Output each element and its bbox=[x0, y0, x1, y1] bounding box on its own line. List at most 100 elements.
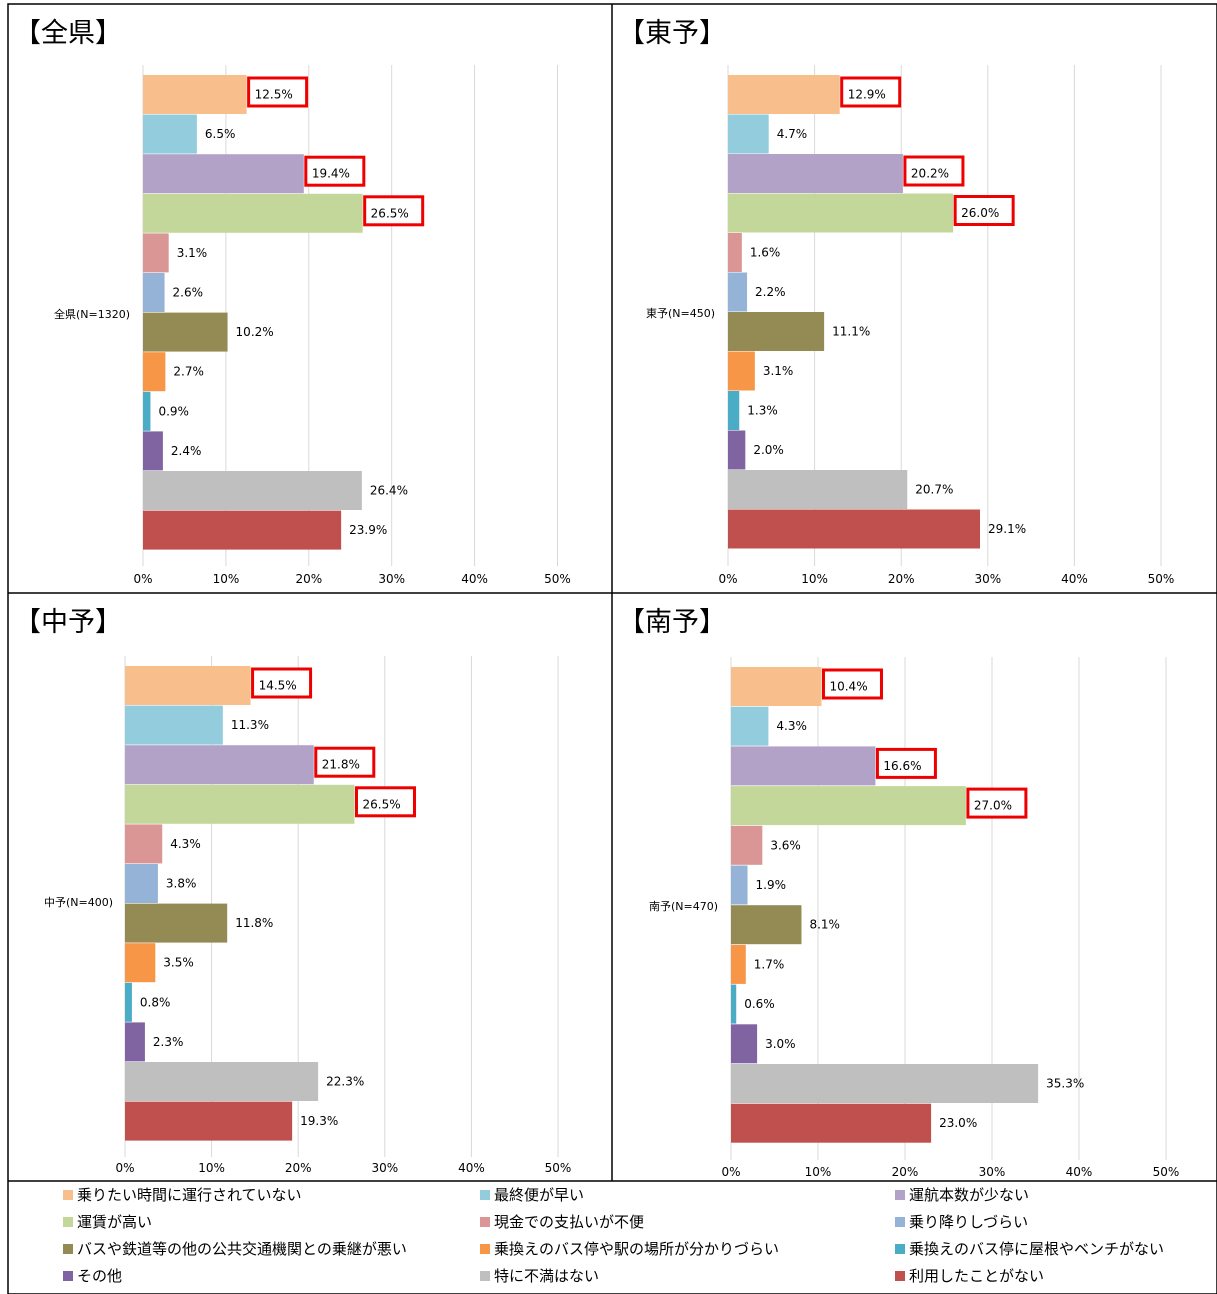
x-tick-label: 20% bbox=[888, 572, 915, 586]
panel-title: 【東予】 bbox=[618, 18, 726, 49]
panel-title: 【全県】 bbox=[14, 18, 122, 49]
bar bbox=[143, 431, 163, 471]
data-label: 20.2% bbox=[911, 167, 949, 181]
data-label: 2.3% bbox=[153, 1035, 184, 1049]
legend-item: 現金での支払いが不便 bbox=[480, 1212, 644, 1232]
data-label: 2.4% bbox=[171, 444, 202, 458]
bar bbox=[143, 312, 228, 352]
highlight-box bbox=[966, 787, 1028, 819]
x-tick-label: 10% bbox=[805, 1165, 832, 1179]
x-tick-label: 20% bbox=[892, 1165, 919, 1179]
legend-swatch bbox=[895, 1190, 905, 1200]
legend-swatch bbox=[63, 1271, 73, 1281]
data-label: 1.9% bbox=[756, 878, 787, 892]
data-label: 27.0% bbox=[974, 799, 1012, 813]
chart-panel-all-prefecture: 【全県】 0% 10% 20% 30% 40% 50% 12.5% 6.5% 19.4% 26.5… bbox=[8, 4, 612, 593]
legend-swatch bbox=[480, 1190, 490, 1200]
data-label: 22.3% bbox=[326, 1075, 364, 1089]
data-label: 0.9% bbox=[158, 404, 189, 418]
bar bbox=[728, 193, 954, 233]
bar bbox=[731, 786, 966, 826]
data-label: 26.5% bbox=[371, 206, 409, 220]
x-tick-label: 30% bbox=[979, 1165, 1006, 1179]
bar bbox=[143, 391, 151, 431]
bar bbox=[731, 1103, 932, 1143]
bar bbox=[125, 943, 156, 983]
bar bbox=[728, 233, 742, 272]
legend-swatch bbox=[895, 1217, 905, 1227]
x-tick-label: 30% bbox=[371, 1161, 398, 1175]
bar bbox=[143, 510, 342, 550]
data-label: 20.7% bbox=[915, 483, 953, 497]
category-label: 南予(N=470) bbox=[649, 900, 718, 913]
legend-label: 乗り降りしづらい bbox=[909, 1213, 1029, 1231]
data-label: 26.5% bbox=[362, 797, 400, 811]
data-label: 2.2% bbox=[755, 285, 786, 299]
highlight-box bbox=[953, 195, 1015, 226]
data-label: 0.8% bbox=[140, 995, 171, 1009]
data-label: 10.2% bbox=[236, 325, 274, 339]
bar bbox=[125, 705, 223, 745]
x-tick-label: 20% bbox=[285, 1161, 312, 1175]
bar bbox=[731, 746, 876, 786]
legend-label: 運賃が高い bbox=[77, 1213, 153, 1231]
highlight-box bbox=[304, 155, 366, 187]
data-label: 2.7% bbox=[173, 365, 204, 379]
bar bbox=[143, 471, 362, 510]
data-label: 10.4% bbox=[829, 680, 867, 694]
x-tick-label: 50% bbox=[544, 572, 571, 586]
legend-label: 特に不満はない bbox=[494, 1267, 600, 1285]
highlight-box bbox=[363, 195, 425, 227]
bar bbox=[143, 193, 363, 233]
bar bbox=[731, 706, 769, 746]
legend-swatch bbox=[895, 1244, 905, 1254]
data-label: 23.0% bbox=[939, 1116, 977, 1130]
x-tick-label: 40% bbox=[461, 572, 488, 586]
legend-label: 乗りたい時間に運行されていない bbox=[77, 1186, 302, 1204]
data-label: 4.7% bbox=[777, 127, 808, 141]
x-tick-label: 10% bbox=[801, 572, 828, 586]
x-tick-label: 0% bbox=[721, 1165, 740, 1179]
data-label: 26.4% bbox=[370, 484, 408, 498]
legend-swatch bbox=[63, 1244, 73, 1254]
bar-chart: 0% 10% 20% 30% 40% 50% 12.9% 4.7% 20.2% 26.0% 1.6%… bbox=[646, 65, 1174, 586]
legend-item: 乗り降りしづらい bbox=[895, 1212, 1028, 1232]
panel-title: 【南予】 bbox=[618, 607, 726, 638]
bar bbox=[728, 509, 981, 549]
data-label: 11.8% bbox=[235, 916, 273, 930]
x-tick-label: 20% bbox=[295, 572, 322, 586]
legend-item: 特に不満はない bbox=[480, 1266, 599, 1286]
bar bbox=[125, 864, 158, 903]
x-tick-label: 10% bbox=[198, 1161, 225, 1175]
data-label: 19.4% bbox=[312, 167, 350, 181]
legend-swatch bbox=[480, 1271, 490, 1281]
data-label: 2.6% bbox=[173, 286, 204, 300]
legend-item: 乗換えのバス停や駅の場所が分かりづらい bbox=[480, 1239, 779, 1259]
data-label: 21.8% bbox=[322, 758, 360, 772]
data-label: 6.5% bbox=[205, 127, 236, 141]
x-tick-label: 50% bbox=[1153, 1165, 1180, 1179]
bar-chart: 0% 10% 20% 30% 40% 50% 14.5% 11.3% 21.8% 26.5% 4.3… bbox=[44, 656, 572, 1175]
data-label: 12.9% bbox=[848, 88, 886, 102]
highlight-box bbox=[251, 667, 313, 699]
chart-panel-nanyo: 【南予】 0% 10% 20% 30% 40% 50% 10.4% 4.3% 16.6% 27.0… bbox=[612, 593, 1217, 1181]
legend: 乗りたい時間に運行されていない 最終便が早い 運航本数が少ない 運賃が高い 現金… bbox=[8, 1183, 1217, 1294]
x-tick-label: 30% bbox=[974, 572, 1001, 586]
data-label: 35.3% bbox=[1046, 1077, 1084, 1091]
data-label: 16.6% bbox=[883, 759, 921, 773]
bar bbox=[125, 1101, 293, 1141]
legend-item: 運航本数が少ない bbox=[895, 1185, 1029, 1205]
chart-panel-toyo: 【東予】 0% 10% 20% 30% 40% 50% 12.9% 4.7% 20.2% 26.0… bbox=[612, 4, 1217, 593]
bar bbox=[731, 667, 822, 706]
data-label: 11.3% bbox=[231, 718, 269, 732]
bar-chart: 0% 10% 20% 30% 40% 50% 10.4% 4.3% 16.6% 27.0% 3.6%… bbox=[649, 657, 1180, 1179]
data-label: 3.0% bbox=[765, 1037, 796, 1051]
bar bbox=[143, 75, 247, 114]
bar bbox=[125, 982, 132, 1022]
legend-item: 乗換えのバス停に屋根やベンチがない bbox=[895, 1239, 1164, 1259]
x-tick-label: 40% bbox=[458, 1161, 485, 1175]
x-tick-label: 50% bbox=[545, 1161, 572, 1175]
data-label: 1.6% bbox=[750, 246, 781, 260]
bar bbox=[731, 1064, 1039, 1103]
